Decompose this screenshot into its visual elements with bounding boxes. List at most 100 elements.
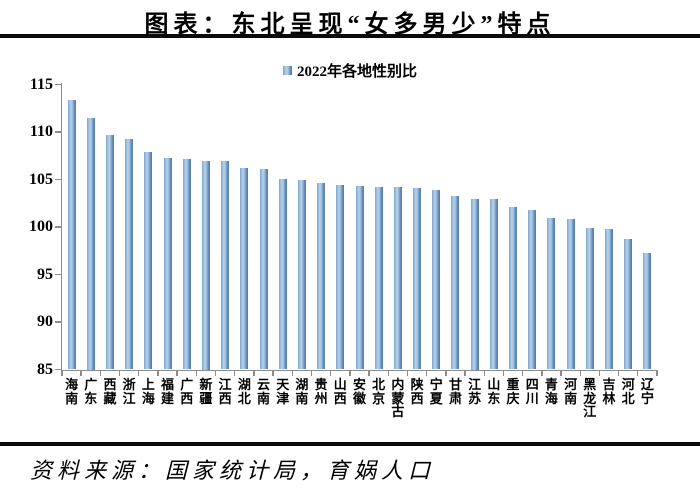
x-tick-mark [310, 371, 313, 376]
x-tick-mark [483, 371, 485, 376]
x-tick-mark [253, 371, 255, 376]
x-tick-mark [368, 371, 370, 376]
x-tick-mark [330, 371, 332, 376]
bar [201, 160, 210, 370]
bar [566, 219, 575, 370]
source-note: 资料来源：国家统计局，育娲人口 [30, 458, 436, 483]
x-tick-label: 山 西 [333, 377, 347, 406]
source-divider [0, 442, 700, 446]
x-tick-label: 江 苏 [468, 377, 482, 406]
x-tick-mark [598, 371, 601, 376]
x-tick-mark [138, 371, 140, 376]
bar [624, 239, 633, 370]
y-tick-label: 110 [29, 123, 53, 140]
bar [125, 138, 134, 370]
x-axis-line [60, 369, 658, 372]
x-tick-label: 西 藏 [103, 377, 117, 406]
y-tick-mark [55, 273, 61, 276]
x-tick-label: 陕 西 [410, 377, 424, 406]
bar [278, 178, 287, 370]
x-tick-mark [118, 371, 121, 376]
bar [105, 134, 114, 370]
x-tick-mark [349, 371, 351, 376]
bar [336, 185, 345, 370]
x-tick-label: 安 徽 [352, 377, 366, 406]
y-axis-line [60, 82, 62, 371]
x-tick-mark [272, 371, 274, 376]
x-tick-mark [560, 371, 562, 376]
x-tick-label: 上 海 [141, 377, 155, 406]
x-tick-mark [502, 371, 505, 376]
y-tick-mark [55, 83, 61, 86]
bar [489, 199, 498, 370]
x-tick-label: 广 东 [84, 377, 98, 406]
x-tick-label: 辽 宁 [640, 377, 654, 406]
legend-label: 2022年各地性别比 [296, 64, 417, 80]
bar [547, 218, 556, 370]
x-tick-label: 新 疆 [199, 377, 213, 406]
x-tick-mark [234, 371, 236, 376]
x-tick-label: 黑 龙 江 [583, 377, 597, 419]
x-tick-mark [464, 371, 466, 376]
bar [585, 227, 594, 370]
x-tick-label: 江 西 [218, 377, 232, 406]
bar [509, 207, 518, 370]
bar [374, 187, 383, 370]
x-tick-mark [387, 371, 389, 376]
x-tick-label: 天 津 [276, 377, 290, 406]
x-tick-label: 内 蒙 古 [391, 377, 405, 419]
x-tick-label: 福 建 [161, 377, 175, 406]
x-tick-mark [656, 371, 658, 376]
x-tick-label: 北 京 [372, 377, 386, 406]
x-tick-mark [579, 371, 581, 376]
y-tick-label: 90 [37, 313, 53, 330]
x-tick-label: 贵 州 [314, 377, 328, 406]
bar [451, 195, 460, 370]
x-tick-mark [80, 371, 82, 376]
bar [317, 183, 326, 370]
y-tick-mark [55, 178, 61, 181]
bar [221, 161, 230, 370]
x-tick-mark [157, 371, 159, 376]
x-tick-mark [541, 371, 543, 376]
bar [393, 187, 402, 370]
y-tick-mark [55, 321, 61, 323]
legend: 2022年各地性别比 [0, 60, 700, 81]
bar [528, 209, 537, 370]
x-tick-label: 吉 林 [602, 377, 616, 406]
y-tick-label: 85 [37, 360, 53, 378]
x-tick-mark [99, 371, 102, 376]
bar [432, 189, 441, 370]
legend-swatch-icon [282, 66, 292, 75]
x-tick-mark [176, 371, 178, 376]
x-tick-mark [445, 371, 447, 376]
bar [355, 186, 364, 370]
y-tick-mark [55, 131, 61, 133]
x-tick-label: 四 川 [525, 377, 539, 406]
x-tick-mark [617, 371, 620, 376]
x-tick-mark [214, 371, 217, 376]
bar [297, 180, 306, 370]
bar [144, 151, 153, 370]
x-tick-mark [425, 371, 428, 376]
y-tick-label: 105 [29, 170, 53, 188]
x-tick-label: 山 东 [487, 377, 501, 406]
x-tick-label: 宁 夏 [429, 377, 443, 406]
x-tick-label: 重 庆 [506, 377, 520, 406]
x-tick-label: 青 海 [544, 377, 558, 406]
x-tick-label: 广 西 [180, 377, 194, 406]
bar [605, 228, 614, 370]
bar [470, 198, 479, 370]
x-tick-label: 浙 江 [122, 377, 136, 406]
bar [259, 169, 268, 370]
x-tick-label: 甘 肃 [448, 377, 462, 406]
x-tick-mark [61, 371, 63, 376]
bar [67, 99, 76, 370]
x-tick-label: 海 南 [65, 377, 79, 406]
x-tick-mark [406, 371, 409, 376]
bar [86, 117, 95, 370]
y-tick-label: 115 [29, 75, 53, 93]
y-tick-label: 95 [37, 265, 53, 283]
